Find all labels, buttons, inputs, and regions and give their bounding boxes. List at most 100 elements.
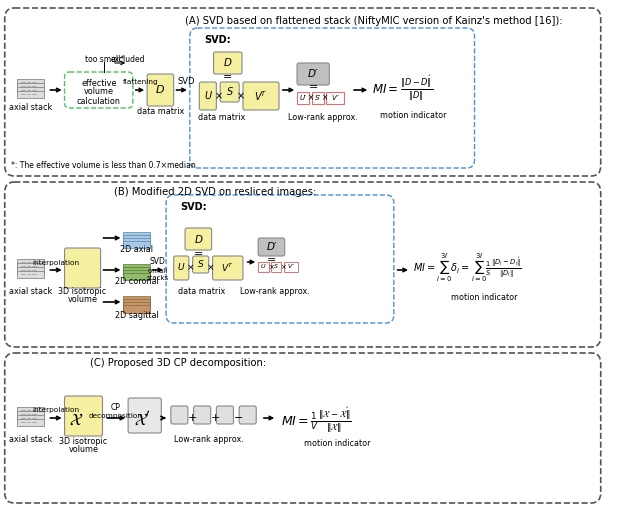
Text: CP: CP <box>111 404 121 412</box>
Bar <box>124 267 150 274</box>
Text: V$^T$: V$^T$ <box>254 89 268 103</box>
Text: ×: × <box>237 91 245 101</box>
Text: (C) Proposed 3D CP decomposition:: (C) Proposed 3D CP decomposition: <box>90 358 266 368</box>
Text: U: U <box>178 264 184 272</box>
Bar <box>17 259 44 266</box>
FancyBboxPatch shape <box>297 63 330 85</box>
Bar <box>124 235 150 242</box>
Text: motion indicator: motion indicator <box>451 293 517 303</box>
Bar <box>17 406 44 413</box>
Bar <box>17 410 44 418</box>
Text: D′: D′ <box>308 69 318 79</box>
Text: calculation: calculation <box>77 96 120 106</box>
Bar <box>124 241 150 248</box>
Bar <box>124 264 150 271</box>
Text: 2D sagittal: 2D sagittal <box>115 311 159 321</box>
Bar <box>17 270 44 278</box>
Text: excluded: excluded <box>111 55 145 65</box>
Text: =: = <box>223 72 232 82</box>
Text: V$^T$: V$^T$ <box>221 262 234 274</box>
Bar <box>17 415 44 422</box>
Text: $\mathcal{X}'$: $\mathcal{X}'$ <box>134 411 151 429</box>
Text: −: − <box>234 413 243 423</box>
Text: U′: U′ <box>260 265 266 269</box>
Text: 3D isotropic: 3D isotropic <box>58 287 107 297</box>
Bar <box>124 238 150 245</box>
Bar <box>297 92 309 104</box>
Bar <box>284 262 298 272</box>
Text: ×: × <box>187 264 195 272</box>
Text: flattening: flattening <box>123 79 158 85</box>
Bar <box>124 299 150 307</box>
FancyBboxPatch shape <box>173 256 189 280</box>
Bar <box>271 262 281 272</box>
Text: volume: volume <box>68 295 97 305</box>
FancyBboxPatch shape <box>185 228 212 250</box>
Text: V′′: V′′ <box>331 95 339 101</box>
FancyBboxPatch shape <box>128 398 161 433</box>
Text: ×: × <box>207 264 214 272</box>
Bar <box>124 270 150 277</box>
Bar <box>17 90 44 97</box>
FancyBboxPatch shape <box>193 256 209 273</box>
Text: SVD:: SVD: <box>180 202 207 212</box>
Text: interpolation: interpolation <box>33 407 79 413</box>
Text: =: = <box>308 82 318 92</box>
FancyBboxPatch shape <box>171 406 188 424</box>
Text: stacks: stacks <box>147 275 169 281</box>
Text: SVD:: SVD: <box>204 35 230 45</box>
Text: +: + <box>188 413 197 423</box>
Text: U: U <box>204 91 211 101</box>
Text: $MI = \sum_{i=0}^{3I} \delta_i = \sum_{i=0}^{3I} \frac{1}{S} \frac{\|D_i - D_i\': $MI = \sum_{i=0}^{3I} \delta_i = \sum_{i… <box>413 251 522 284</box>
Text: U′: U′ <box>300 95 307 101</box>
FancyBboxPatch shape <box>194 406 211 424</box>
FancyBboxPatch shape <box>147 74 173 106</box>
Bar <box>17 78 44 86</box>
Text: motion indicator: motion indicator <box>380 110 446 120</box>
Bar <box>258 262 269 272</box>
Bar <box>124 232 150 239</box>
Text: data matrix: data matrix <box>137 108 184 116</box>
FancyBboxPatch shape <box>258 238 285 256</box>
Text: axial stack: axial stack <box>9 436 52 444</box>
Text: 2D axial: 2D axial <box>120 246 153 254</box>
Text: data matrix: data matrix <box>177 287 225 297</box>
Text: D: D <box>156 85 164 95</box>
Text: data matrix: data matrix <box>198 113 246 123</box>
FancyBboxPatch shape <box>212 256 243 280</box>
Text: $MI = \frac{\|D - D\'\|}{\|D\|}$: $MI = \frac{\|D - D\'\|}{\|D\|}$ <box>372 73 433 103</box>
Bar <box>124 305 150 313</box>
FancyBboxPatch shape <box>239 406 256 424</box>
Bar <box>17 266 44 273</box>
Text: axial stack: axial stack <box>9 287 52 297</box>
Text: ×: × <box>323 93 329 103</box>
Text: (B) Modified 2D SVD on resliced images:: (B) Modified 2D SVD on resliced images: <box>114 187 316 197</box>
Bar <box>17 83 44 89</box>
FancyBboxPatch shape <box>220 82 239 102</box>
Text: ×: × <box>214 91 222 101</box>
Text: S: S <box>198 260 204 269</box>
Bar <box>124 296 150 304</box>
Bar <box>124 302 150 310</box>
Text: volume: volume <box>84 88 114 96</box>
Text: D: D <box>195 235 202 245</box>
Text: S′: S′ <box>315 95 321 101</box>
FancyBboxPatch shape <box>199 82 216 110</box>
Bar <box>326 92 344 104</box>
Text: (A) SVD based on flattened stack (NiftyMIC version of Kainz's method [16]):: (A) SVD based on flattened stack (NiftyM… <box>185 16 563 26</box>
Text: too small*: too small* <box>84 55 124 65</box>
Text: effective: effective <box>81 78 116 88</box>
FancyBboxPatch shape <box>216 406 234 424</box>
FancyBboxPatch shape <box>214 52 242 74</box>
Bar <box>312 92 324 104</box>
Text: +: + <box>211 413 220 423</box>
Text: S: S <box>227 87 233 97</box>
Text: 3D isotropic: 3D isotropic <box>60 438 108 446</box>
FancyBboxPatch shape <box>65 396 102 436</box>
Text: =: = <box>194 249 203 259</box>
Text: axial stack: axial stack <box>9 104 52 112</box>
Text: D: D <box>224 58 232 68</box>
Bar <box>17 87 44 93</box>
Text: V′′: V′′ <box>287 265 294 269</box>
Text: $MI = \frac{1}{V} \frac{\|\mathcal{X} - \mathcal{X}\'\|}{\|\mathcal{X}\|}$: $MI = \frac{1}{V} \frac{\|\mathcal{X} - … <box>281 405 352 435</box>
